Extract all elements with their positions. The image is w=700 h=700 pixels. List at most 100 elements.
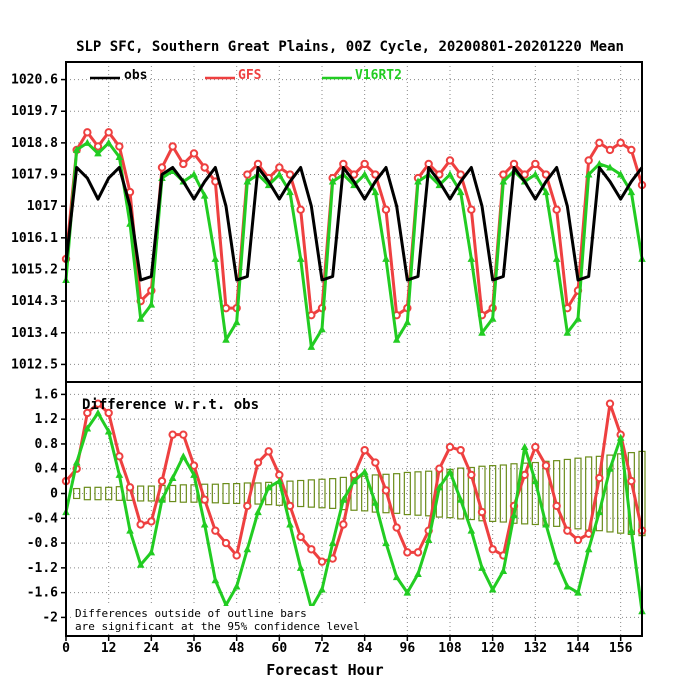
significance-bar [233,483,241,505]
x-tick-label: 60 [272,641,288,656]
bottom-v16rt2-point [627,526,636,534]
top-v16rt2-point [467,254,476,262]
top-v16rt2-point [243,177,252,185]
bottom-gfs-point [307,545,316,554]
top-v16rt2-point [104,138,113,146]
bottom-v16rt2-point [392,573,401,581]
top-v16rt2-point [222,335,230,343]
significance-bar [382,473,390,514]
top-gfs-point [552,205,561,214]
bottom-v16rt2-point [531,477,540,485]
bottom-v16rt2-point [254,508,262,516]
x-tick-label: 96 [400,641,416,656]
significance-bar [606,454,614,533]
bottom-gfs-point [115,452,124,461]
bottom-y-tick-label: -0.4 [27,511,58,526]
bottom-gfs-point [317,557,327,566]
bottom-gfs-point [605,399,615,408]
top-y-tick-label: 1014.3 [11,294,58,309]
top-v16rt2-point [190,170,198,178]
x-tick-label: 12 [101,641,117,656]
top-gfs-point [371,170,380,179]
top-gfs-point [157,163,167,172]
significance-bar [563,458,571,529]
bottom-v16rt2-point [264,483,273,491]
top-v16rt2-point [136,314,145,322]
legend: obs GFS V16RT2 [90,68,402,83]
bottom-gfs-point [552,501,561,511]
top-v16rt2-point [616,170,625,178]
bottom-v16rt2-point [606,464,614,472]
bottom-gfs-point [360,445,369,455]
significance-bar [425,470,433,517]
bottom-gfs-point [243,501,252,511]
bottom-y-tick-label: -0.8 [27,536,58,551]
bottom-y-tick-label: 1.6 [35,387,59,402]
bottom-gfs-point [147,517,156,526]
significance-bar [478,465,486,522]
top-v16rt2-point [542,188,550,196]
significance-bar [467,466,475,521]
top-gfs-point [435,170,444,179]
bottom-v16rt2-point [275,477,284,485]
bottom-v16rt2-point [542,520,550,528]
top-v16rt2-point [200,191,209,199]
top-gfs-point [616,138,625,148]
top-gfs-point [349,170,359,179]
x-tick-label: 0 [62,641,70,656]
bottom-gfs-point [563,526,572,535]
bottom-v16rt2-point [179,452,188,460]
bottom-y-tick-label: 1.2 [35,412,58,427]
x-tick-label: 120 [481,641,505,656]
bottom-y-tick-label: 0 [50,487,58,502]
significance-bar [403,471,411,516]
top-gfs-point [381,205,391,214]
bottom-v16rt2-point [478,563,486,571]
bottom-v16rt2-point [499,566,508,574]
bottom-gfs-point [93,399,103,408]
bottom-gfs-point [573,535,583,545]
significance-bar [254,482,262,505]
top-y-tick-label: 1016.1 [11,231,58,246]
bottom-gfs-point [221,538,231,548]
bottom-panel-frame [65,381,643,637]
bottom-v16rt2-point [403,588,412,596]
top-gfs-point [296,205,305,214]
bottom-v16rt2-point [72,458,81,466]
bottom-v16rt2-point [318,585,326,593]
bottom-gfs-point [531,442,540,452]
top-v16rt2-point [552,254,561,262]
bottom-v16rt2-point [574,588,582,596]
significance-bar [179,484,187,503]
bottom-gfs-point [541,461,551,470]
bottom-gfs-point [157,476,167,486]
significance-bar [617,453,625,534]
top-gfs-point [499,170,508,179]
top-v16rt2-point [115,152,124,160]
bottom-v16rt2-point [456,495,465,503]
significance-bar [169,484,177,503]
bottom-gfs-point [104,408,113,418]
top-v16rt2-point [94,149,102,157]
x-tick-label: 48 [229,641,245,656]
x-tick-label: 24 [144,641,160,656]
bottom-v16rt2-point [520,443,529,451]
significance-bar [489,465,497,522]
top-v16rt2-point [307,342,316,350]
bottom-v16rt2-point [190,470,198,478]
bottom-v16rt2-point [200,520,209,528]
bottom-gfs-point [232,551,241,560]
legend-v16-label: V16RT2 [355,68,402,83]
chart-title: SLP SFC, Southern Great Plains, 00Z Cycl… [76,39,624,55]
top-obs-line [64,165,644,282]
bottom-v16rt2-point [584,545,593,553]
top-y-tick-label: 1015.2 [11,262,58,277]
top-v16rt2-point [478,328,486,336]
x-tick-label: 156 [609,641,633,656]
top-y-tick-label: 1019.7 [11,104,58,119]
top-gfs-point [467,205,476,214]
bottom-v16rt2-point [563,582,572,590]
x-tick-label: 144 [566,641,590,656]
bottom-gfs-point [285,501,295,511]
